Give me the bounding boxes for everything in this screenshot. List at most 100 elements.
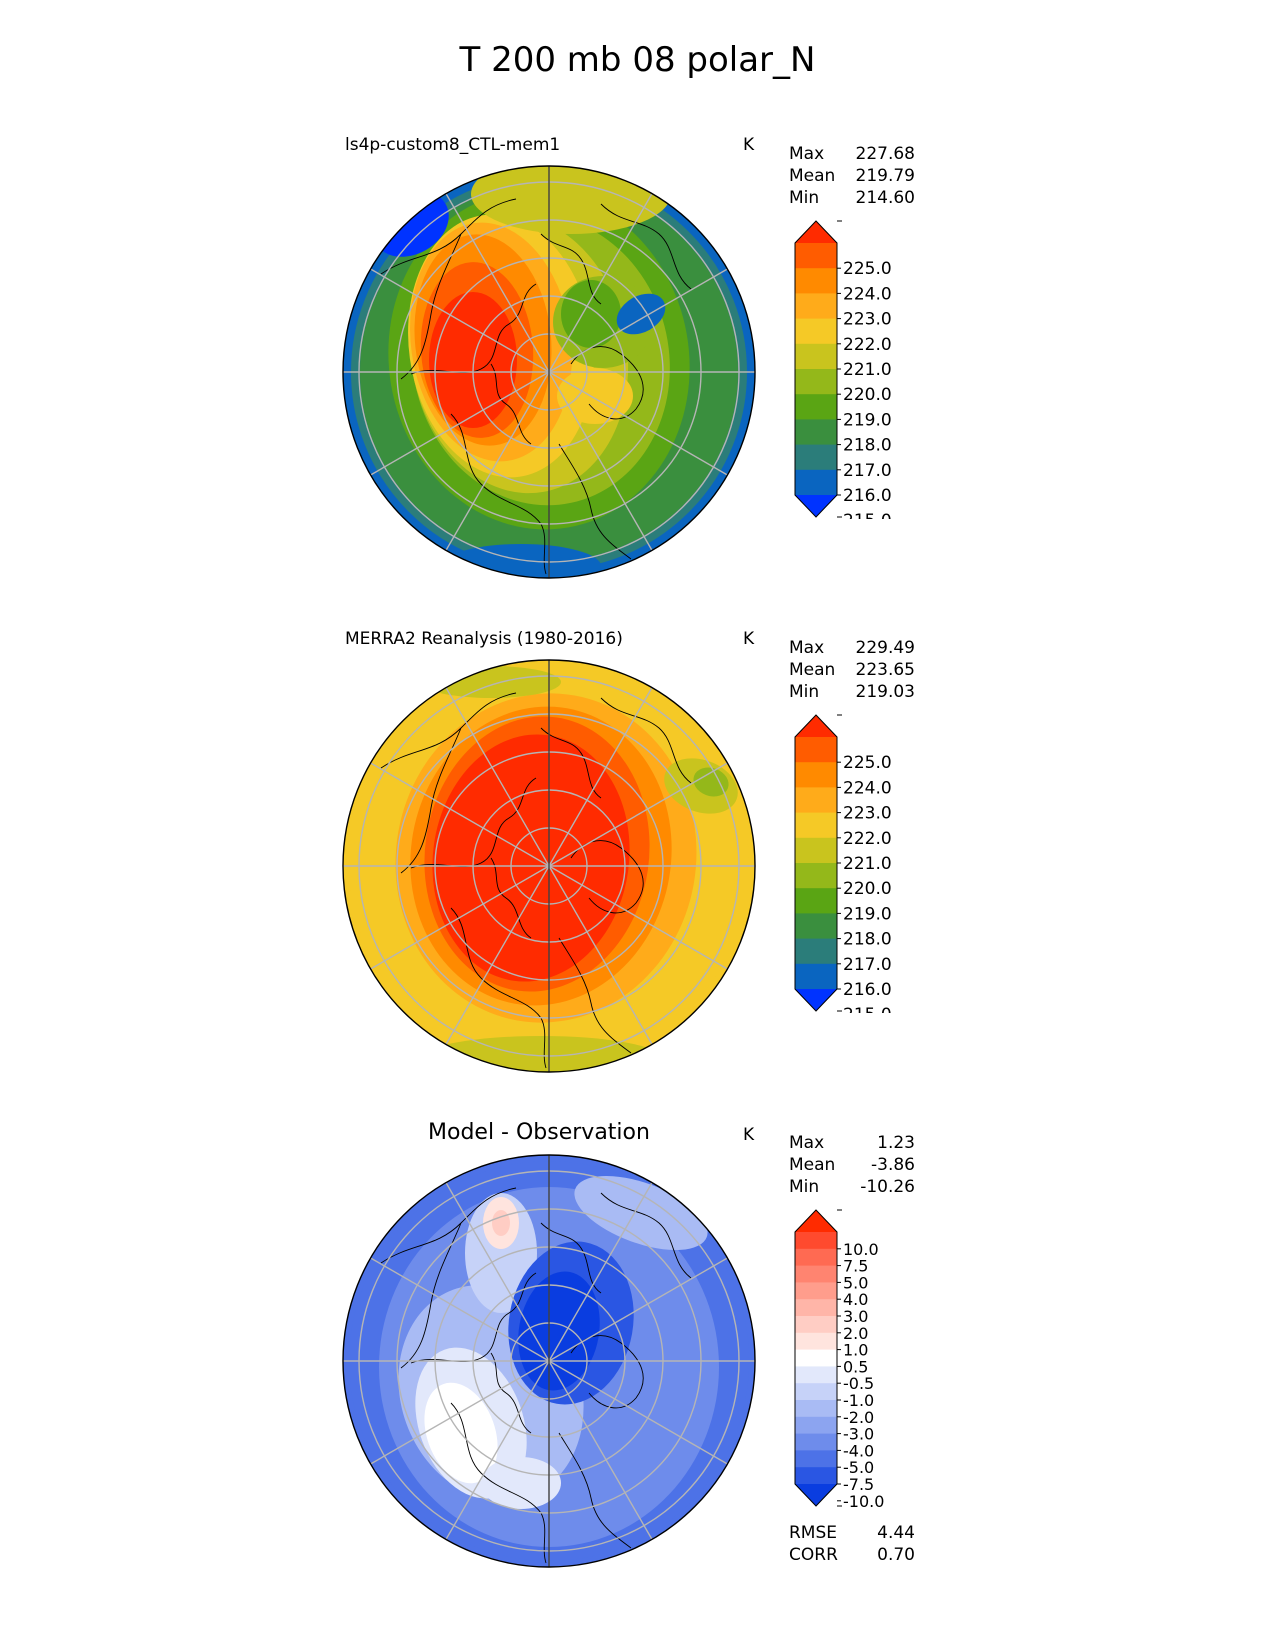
meridian-line: [370, 865, 550, 970]
colorbar-segment: [795, 1332, 837, 1351]
colorbar-segment: [795, 837, 837, 864]
map-boundary: [342, 1154, 756, 1568]
meridian-line: [370, 1360, 550, 1465]
colorbar-extend-max: [795, 1210, 837, 1232]
colorbar-tick-label: 222.0: [843, 335, 892, 355]
stat-label: Mean: [789, 166, 836, 186]
meridian-line: [548, 1257, 728, 1362]
stat-label: Mean: [789, 660, 836, 680]
colorbar-tick-label: 1.0: [843, 1341, 868, 1360]
colorbar-tick-label: -2.0: [843, 1408, 874, 1427]
stat-label: Min: [789, 1177, 820, 1197]
panel-title: Model - Observation: [428, 1120, 650, 1145]
colorbar-tick-label: 215.0: [843, 511, 892, 519]
coastline: [540, 727, 602, 799]
colorbar-model: 225.0 224.0 223.0 222.0 221.0 220.0 219.0 218.0…: [794, 220, 892, 519]
units-label: K: [743, 629, 755, 649]
panel-obs: MERRA2 Reanalysis (1980-2016) K Max 229.4…: [0, 0, 1275, 1073]
coastline: [600, 697, 692, 784]
colorbar-tick-label: 221.0: [843, 360, 892, 380]
colorbar-tick-label: -0.5: [843, 1374, 874, 1393]
colorbar-segment: [795, 343, 837, 370]
meridian-line: [445, 193, 550, 373]
colorbar-tick-label: 220.0: [843, 879, 892, 899]
colorbar-tick-label: 7.5: [843, 1257, 868, 1276]
meridian-line: [370, 762, 550, 867]
colorbar-extend-max: [795, 715, 837, 737]
stat-value: 219.79: [855, 166, 915, 186]
coastline: [490, 363, 532, 445]
colorbar-segment: [795, 268, 837, 294]
stat-value: 223.65: [855, 660, 915, 680]
coastline: [450, 413, 547, 575]
colorbar-segment: [795, 1232, 837, 1250]
colorbar-segment: [795, 863, 837, 889]
colorbar-tick-label: 223.0: [843, 804, 892, 824]
meridian-line: [548, 687, 653, 867]
meridian-line: [548, 1360, 728, 1465]
field-contour: [481, 1457, 561, 1509]
stat-value: 227.68: [855, 144, 915, 164]
colorbar-tick-label: 225.0: [843, 753, 892, 773]
colorbar-tick-label: 225.0: [843, 259, 892, 279]
colorbar-tick-label: -5.0: [843, 1458, 874, 1477]
units-label: K: [743, 1125, 755, 1145]
stats-box: Max 1.23 Mean -3.86 Min -10.26: [789, 1132, 915, 1198]
colorbar-tick-label: 219.0: [843, 410, 892, 430]
coastline: [558, 443, 632, 560]
colorbar-tick-label: 10.0: [843, 1240, 879, 1259]
colorbar-segment: [795, 369, 837, 395]
stat-label: Mean: [789, 1155, 836, 1175]
colorbar-segment: [795, 469, 837, 496]
colorbar-segment: [795, 1450, 837, 1468]
colorbar-tick-label: -3.0: [843, 1425, 874, 1444]
colorbar-segment: [795, 1282, 837, 1300]
meridian-line: [548, 1360, 653, 1540]
meridian-line: [370, 371, 550, 476]
field-contour: [561, 280, 621, 348]
colorbar-segment: [795, 394, 837, 420]
meridian-line: [548, 371, 728, 476]
units-label: K: [743, 135, 755, 155]
colorbar-extend-max: [795, 221, 837, 243]
colorbar-segment: [795, 1467, 837, 1485]
stat-label: Max: [789, 638, 825, 658]
stat-value: 0.70: [877, 1545, 915, 1565]
colorbar-tick-label: 224.0: [843, 284, 892, 304]
colorbar-tick-label: 5.0: [843, 1273, 868, 1292]
stat-value: 229.49: [855, 638, 915, 658]
coastline: [450, 907, 547, 1069]
colorbar-tick-label: -1.0: [843, 1391, 874, 1410]
field-contour: [693, 767, 729, 797]
colorbar-segment: [795, 787, 837, 814]
panel-model: ls4p-custom8_CTL-mem1 K Max 227.68 Mean 21…: [0, 0, 1275, 579]
stat-value: 214.60: [855, 188, 915, 208]
stats-box: Max 227.68 Mean 219.79 Min 214.60: [789, 143, 915, 209]
colorbar-segment: [795, 913, 837, 940]
colorbar-tick-label: -4.0: [843, 1441, 874, 1460]
figure-title: T 200 mb 08 polar_N: [459, 40, 816, 80]
colorbar-segment: [795, 1433, 837, 1451]
stat-label: CORR: [789, 1545, 838, 1565]
colorbar-segment: [795, 444, 837, 471]
colorbar-segment: [795, 1349, 837, 1367]
coastline: [558, 937, 632, 1054]
colorbar-tick-label: 215.0: [843, 1005, 892, 1013]
coastline: [558, 1432, 632, 1549]
colorbar-tick-label: 2.0: [843, 1324, 868, 1343]
colorbar-extend-min: [795, 1484, 837, 1506]
panel-title: ls4p-custom8_CTL-mem1: [345, 135, 561, 155]
colorbar-tick-label: -7.5: [843, 1475, 874, 1494]
stat-label: Min: [789, 682, 820, 702]
rmse-corr-box: RMSE 4.44 CORR 0.70: [789, 1522, 915, 1566]
meridian-line: [370, 1257, 550, 1362]
map-field: [343, 660, 755, 1072]
colorbar-tick-label: -10.0: [843, 1492, 884, 1508]
colorbar-segment: [795, 812, 837, 839]
coastline: [600, 203, 692, 290]
colorbar-segment: [795, 963, 837, 990]
stat-value: 219.03: [855, 682, 915, 702]
colorbar-tick-label: 3.0: [843, 1307, 868, 1326]
stat-value: 4.44: [877, 1523, 915, 1543]
colorbar-segment: [795, 1248, 837, 1267]
